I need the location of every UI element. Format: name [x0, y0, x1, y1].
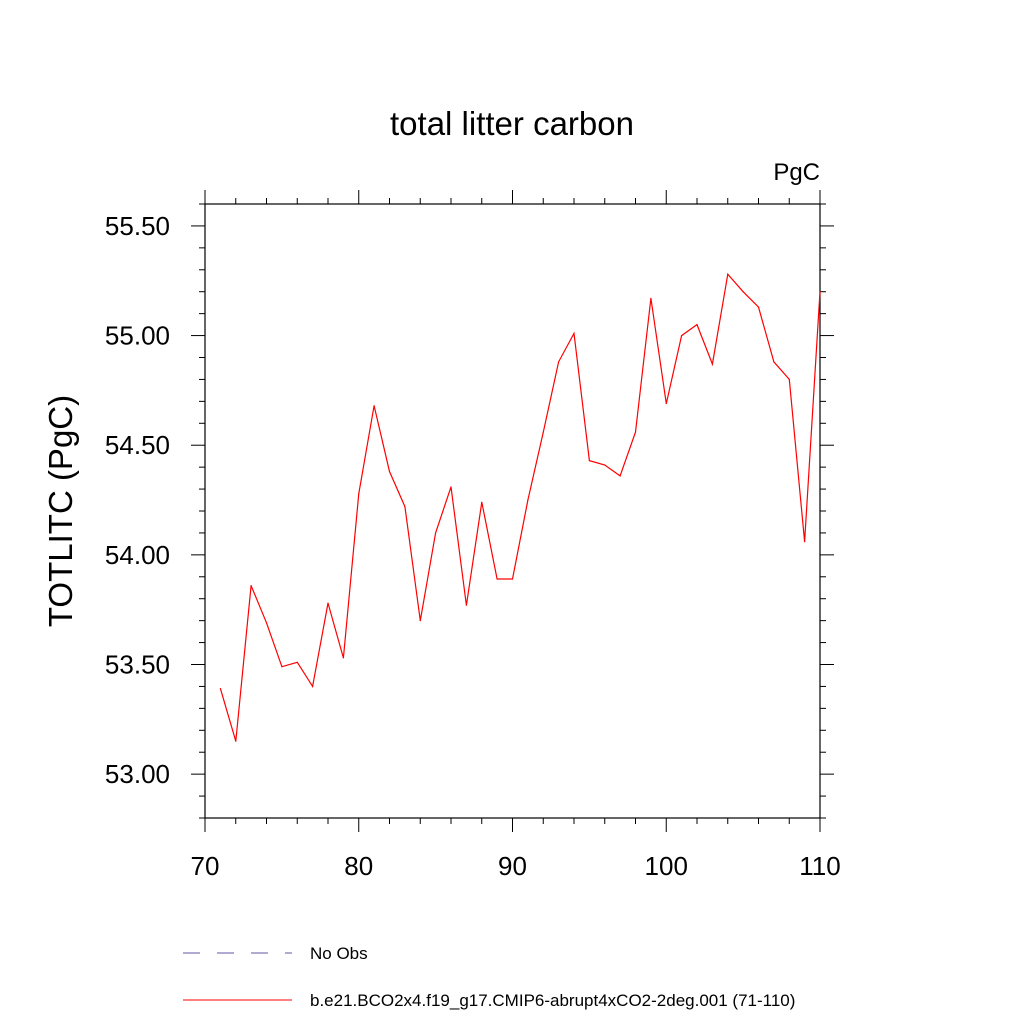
data-point	[481, 501, 483, 503]
data-point	[819, 291, 821, 293]
data-point	[404, 506, 406, 508]
data-point	[742, 291, 744, 293]
data-point	[588, 459, 590, 462]
data-point	[296, 661, 298, 663]
y-tick-label: 54.50	[105, 430, 170, 460]
legend: No Obs b.e21.BCO2x4.f19_g17.CMIP6-abrupt4…	[183, 944, 795, 1010]
x-tick-label: 90	[498, 851, 527, 881]
x-tick-label: 80	[344, 851, 373, 881]
data-point	[235, 740, 237, 742]
data-point	[727, 273, 729, 275]
x-tick-label: 70	[191, 851, 220, 881]
y-tick-label: 55.00	[105, 321, 170, 351]
data-point	[435, 532, 437, 534]
data-point	[804, 541, 806, 543]
data-point	[573, 332, 575, 334]
x-tick-label: 110	[799, 851, 840, 881]
data-point	[681, 334, 683, 337]
data-point	[527, 499, 529, 501]
series-group	[219, 272, 821, 742]
data-point	[342, 657, 344, 659]
data-point	[496, 578, 498, 580]
data-point	[327, 602, 329, 604]
data-point	[542, 431, 544, 433]
axis-tick-labels: 70 80 90 100 110 53.00 53.50 54.00 54.50 55.00 55.…	[105, 211, 841, 881]
data-point	[788, 378, 790, 381]
data-point	[358, 492, 360, 495]
data-point	[773, 361, 775, 363]
data-point	[558, 361, 560, 363]
y-tick-label: 54.00	[105, 540, 170, 570]
y-tick-label: 53.00	[105, 759, 170, 789]
axis-ticks	[191, 190, 834, 832]
data-point	[312, 685, 314, 688]
data-point	[265, 622, 268, 624]
data-point	[604, 464, 606, 466]
data-point	[650, 297, 652, 299]
data-point	[281, 666, 283, 668]
data-point	[219, 688, 221, 690]
data-point	[450, 486, 452, 488]
data-point	[665, 402, 667, 405]
y-tick-label: 53.50	[105, 650, 170, 680]
data-point	[757, 306, 760, 308]
legend-label: b.e21.BCO2x4.f19_g17.CMIP6-abrupt4xCO2-2…	[310, 991, 795, 1010]
data-point	[250, 584, 252, 587]
y-tick-label: 55.50	[105, 211, 170, 241]
data-point	[419, 620, 421, 622]
y-axis-label: TOTLITC (PgC)	[42, 395, 79, 627]
data-point	[634, 431, 637, 433]
data-point	[373, 405, 375, 407]
data-point	[388, 470, 391, 473]
data-point	[711, 363, 713, 365]
data-point	[619, 475, 621, 477]
x-tick-label: 100	[645, 851, 688, 881]
units-label: PgC	[773, 159, 820, 186]
plot-frame	[204, 203, 821, 819]
legend-label: No Obs	[310, 944, 368, 963]
data-point	[696, 324, 698, 326]
data-point	[511, 578, 514, 580]
chart-title: total litter carbon	[390, 105, 634, 142]
series-line	[219, 272, 821, 742]
data-point	[465, 604, 467, 606]
